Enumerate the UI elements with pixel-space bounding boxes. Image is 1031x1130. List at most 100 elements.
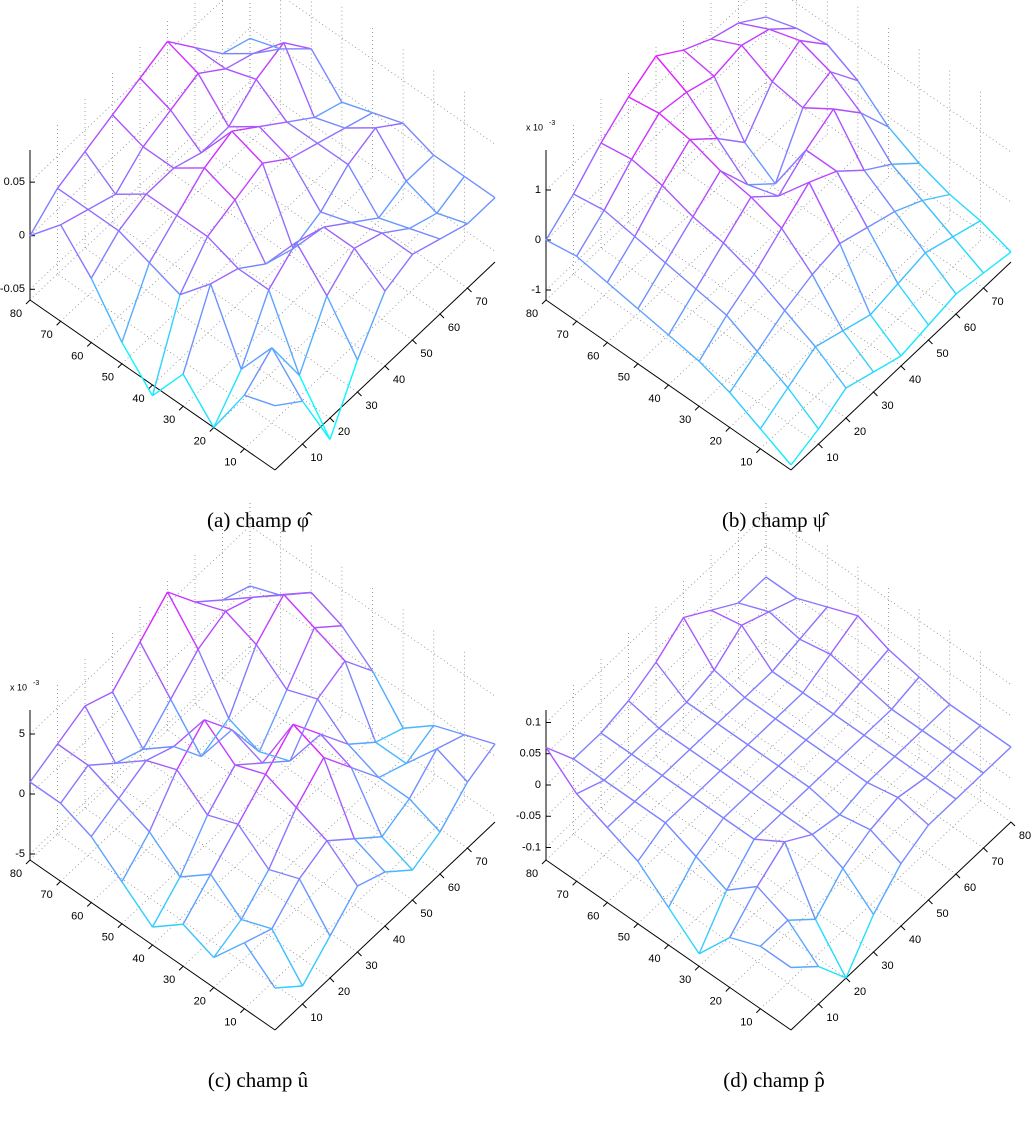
mesh-segment xyxy=(724,243,755,274)
mesh-segment xyxy=(840,228,868,244)
mesh-segment xyxy=(742,45,773,81)
z-tick-label: -0.05 xyxy=(0,283,25,295)
mesh-segment xyxy=(864,170,895,211)
mesh-segment xyxy=(806,109,834,150)
mesh-segment xyxy=(659,92,687,113)
mesh-segment xyxy=(229,645,257,719)
x-tick-label: 20 xyxy=(854,426,866,438)
y-tick-label: 50 xyxy=(102,932,114,944)
y-tick-label: 10 xyxy=(740,457,752,469)
mesh-segment xyxy=(693,797,724,818)
mesh-segment xyxy=(772,672,803,693)
y-tick-label: 10 xyxy=(224,1017,236,1029)
mesh-segment xyxy=(724,792,752,818)
mesh-segment xyxy=(809,182,840,243)
y-tick-label: 20 xyxy=(194,995,206,1007)
mesh-segment xyxy=(638,309,669,335)
mesh-segment xyxy=(803,72,831,108)
mesh-segment xyxy=(727,887,758,891)
y-tick-label: 40 xyxy=(648,393,660,405)
mesh-segment xyxy=(714,76,745,142)
mesh-segment xyxy=(88,194,116,209)
mesh-segment xyxy=(696,243,724,289)
grid-line xyxy=(766,546,1011,716)
grid-line xyxy=(250,81,495,251)
mesh-segment xyxy=(867,783,898,798)
grid-line xyxy=(183,758,403,966)
mesh-segment xyxy=(806,150,837,171)
mesh-segment xyxy=(168,592,199,649)
x-tick-label: 40 xyxy=(909,374,921,386)
mesh-segment xyxy=(800,41,831,72)
mesh-segment xyxy=(88,763,116,765)
mesh-segment xyxy=(153,295,181,396)
mesh-segment xyxy=(730,352,758,393)
tick-mark xyxy=(303,1004,307,1008)
mesh-segment xyxy=(376,128,407,181)
mesh-segment xyxy=(287,628,315,690)
mesh-segment xyxy=(406,155,434,181)
caption: (b) champ ψ̂ xyxy=(722,508,830,532)
mesh-segment xyxy=(693,171,721,217)
mesh-segment xyxy=(669,857,697,908)
grid-line xyxy=(140,756,385,926)
mesh-segment xyxy=(858,616,889,650)
mesh-segment xyxy=(327,296,358,360)
x-tick-label: 50 xyxy=(936,908,948,920)
mesh-segment xyxy=(143,147,174,168)
mesh-segment xyxy=(727,839,755,890)
tick-mark xyxy=(665,945,669,949)
mesh-segment xyxy=(174,153,202,168)
y-tick-label: 40 xyxy=(132,393,144,405)
tick-mark xyxy=(57,321,61,325)
mesh-segment xyxy=(403,726,434,729)
mesh-segment xyxy=(601,701,629,733)
x-tick-label: 60 xyxy=(964,322,976,334)
mesh-segment xyxy=(898,798,929,826)
mesh-segment xyxy=(266,724,294,774)
mesh-segment xyxy=(861,682,892,710)
mesh-segment xyxy=(577,794,608,828)
mesh-segment xyxy=(754,228,782,274)
mesh-segment xyxy=(113,78,141,115)
mesh-segment xyxy=(665,823,696,857)
mesh-segment xyxy=(659,702,687,728)
mesh-segment xyxy=(788,347,816,388)
tick-mark xyxy=(956,874,960,878)
mesh-segment xyxy=(211,874,242,919)
tick-mark xyxy=(413,340,417,344)
tick-mark xyxy=(573,881,577,885)
mesh-segment xyxy=(632,728,660,754)
mesh-segment xyxy=(665,217,693,263)
axis-line xyxy=(791,822,1011,1030)
mesh-segment xyxy=(171,110,202,153)
z-tick-label: 1 xyxy=(535,184,541,196)
mesh-segment xyxy=(146,194,177,215)
mesh-segment xyxy=(840,244,871,315)
mesh-segment xyxy=(577,780,605,794)
mesh-segment xyxy=(861,650,889,682)
mesh-segment xyxy=(116,147,144,194)
tick-mark xyxy=(358,392,362,396)
mesh-segment xyxy=(379,218,410,229)
grid-line xyxy=(684,170,929,340)
tick-mark xyxy=(542,860,546,864)
mesh-segment xyxy=(299,879,330,936)
mesh-segment xyxy=(468,744,496,782)
mesh-segment xyxy=(171,699,202,756)
mesh-segment xyxy=(232,730,260,752)
mesh-segment xyxy=(299,375,330,439)
tick-mark xyxy=(901,926,905,930)
mesh-segment xyxy=(250,586,281,595)
y-tick-label: 30 xyxy=(679,974,691,986)
mesh-segment xyxy=(574,143,602,194)
mesh-segment xyxy=(819,388,847,429)
z-multiplier-exponent: -3 xyxy=(549,120,555,127)
x-tick-label: 70 xyxy=(991,296,1003,308)
mesh-segment xyxy=(687,670,715,702)
mesh-segment xyxy=(895,731,923,757)
z-tick-label: -0.1 xyxy=(522,841,541,853)
grid-line xyxy=(601,248,846,418)
mesh-segment xyxy=(348,165,379,218)
mesh-segment xyxy=(269,808,297,870)
